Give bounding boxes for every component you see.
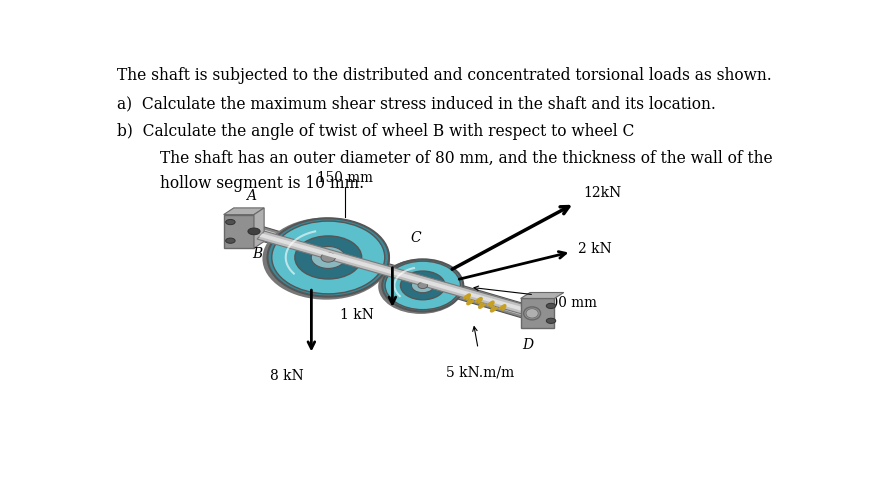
Text: 5 kN.m/m: 5 kN.m/m bbox=[446, 365, 514, 379]
Ellipse shape bbox=[382, 259, 463, 312]
Text: hollow segment is 10 mm.: hollow segment is 10 mm. bbox=[159, 176, 363, 193]
Ellipse shape bbox=[311, 246, 345, 269]
Circle shape bbox=[226, 219, 235, 225]
Text: A: A bbox=[246, 189, 255, 203]
Polygon shape bbox=[248, 226, 550, 323]
Text: 8 kN: 8 kN bbox=[269, 369, 303, 383]
Ellipse shape bbox=[295, 236, 361, 279]
Polygon shape bbox=[257, 231, 541, 318]
Text: 150 mm: 150 mm bbox=[317, 171, 373, 185]
Ellipse shape bbox=[385, 261, 461, 310]
Text: The shaft has an outer diameter of 80 mm, and the thickness of the wall of the: The shaft has an outer diameter of 80 mm… bbox=[159, 150, 772, 166]
Polygon shape bbox=[254, 208, 264, 248]
Ellipse shape bbox=[267, 218, 389, 297]
Polygon shape bbox=[521, 292, 564, 299]
Ellipse shape bbox=[418, 282, 428, 288]
Ellipse shape bbox=[262, 217, 390, 300]
Text: b)  Calculate the angle of twist of wheel B with respect to wheel C: b) Calculate the angle of twist of wheel… bbox=[117, 123, 634, 140]
Polygon shape bbox=[251, 227, 548, 321]
Text: 800 mm: 800 mm bbox=[541, 296, 597, 310]
Circle shape bbox=[546, 318, 556, 323]
Ellipse shape bbox=[526, 309, 538, 318]
Ellipse shape bbox=[411, 278, 434, 293]
Text: a)  Calculate the maximum shear stress induced in the shaft and its location.: a) Calculate the maximum shear stress in… bbox=[117, 95, 716, 112]
Ellipse shape bbox=[272, 221, 385, 294]
FancyBboxPatch shape bbox=[521, 299, 554, 328]
Polygon shape bbox=[260, 233, 539, 315]
Ellipse shape bbox=[248, 228, 260, 235]
Text: The shaft is subjected to the distributed and concentrated torsional loads as sh: The shaft is subjected to the distribute… bbox=[117, 67, 772, 84]
Ellipse shape bbox=[523, 307, 541, 320]
Ellipse shape bbox=[401, 271, 445, 300]
Text: D: D bbox=[522, 338, 533, 351]
Circle shape bbox=[546, 303, 556, 308]
Circle shape bbox=[226, 238, 235, 243]
Text: B: B bbox=[253, 247, 262, 261]
Text: C: C bbox=[411, 231, 422, 245]
Ellipse shape bbox=[321, 253, 335, 262]
Text: 100 mm: 100 mm bbox=[402, 287, 457, 302]
Ellipse shape bbox=[378, 259, 463, 314]
Polygon shape bbox=[224, 208, 264, 214]
Text: 12kN: 12kN bbox=[584, 186, 622, 200]
FancyBboxPatch shape bbox=[224, 214, 254, 248]
Text: 1 kN: 1 kN bbox=[341, 308, 375, 322]
Text: 2 kN: 2 kN bbox=[578, 242, 611, 256]
